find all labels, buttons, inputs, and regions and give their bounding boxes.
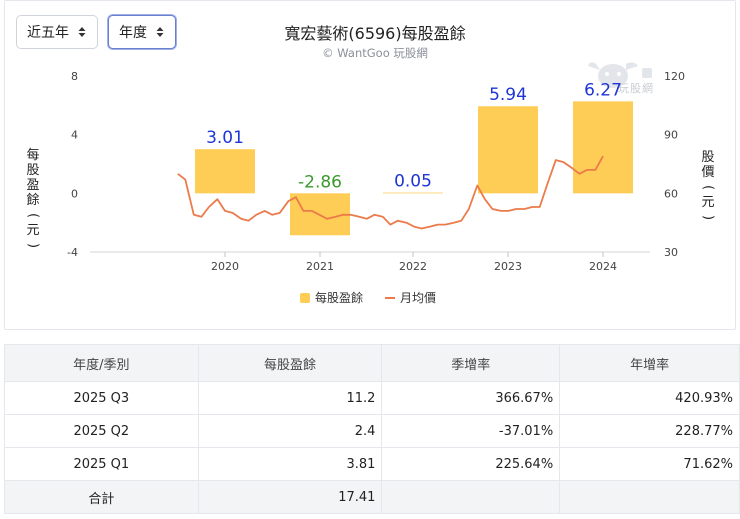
eps-bar: [573, 101, 633, 194]
unit-select-label: 年度: [119, 25, 147, 41]
header-period: 年度/季別: [4, 344, 199, 382]
cell-period: 2025 Q1: [4, 447, 199, 481]
table-row: 2025 Q3 11.2 366.67% 420.93%: [4, 381, 740, 415]
table-total-row: 合計 17.41: [4, 480, 740, 514]
cell-yoy: 420.93%: [559, 381, 740, 415]
watermark-text: 玩股網: [618, 82, 654, 95]
chart-credit: © WantGoo 玩股網: [322, 46, 428, 60]
y-tick-right: 30: [664, 246, 678, 259]
y-tick-left: -4: [67, 246, 78, 259]
monthly-price-line: [177, 155, 604, 230]
cell-eps: 2.4: [197, 414, 383, 448]
eps-chart: 3.01 -2.86 0.05 5.94 6.27 -4 0 4 8 30 60 90 120 2020…: [67, 70, 685, 273]
eps-bar: [383, 192, 443, 194]
header-eps: 每股盈餘: [197, 344, 383, 382]
cell-eps: 3.81: [197, 447, 383, 481]
data-label: -2.86: [298, 172, 342, 192]
y-tick-left: 8: [71, 70, 78, 83]
chart-legend: 每股盈餘 月均價: [300, 289, 436, 306]
chart-title: 寬宏藝術(6596)每股盈餘: [284, 24, 466, 43]
legend-label-price: 月均價: [400, 291, 437, 305]
cell-qoq: 225.64%: [381, 447, 561, 481]
y-axis-right-label: 股價(元): [700, 150, 716, 221]
x-tick-label: 2021: [306, 260, 334, 273]
cell-total-eps: 17.41: [197, 480, 383, 514]
cell-yoy: 71.62%: [559, 447, 740, 481]
cell-qoq: -37.01%: [381, 414, 561, 448]
data-label: 6.27: [584, 80, 622, 100]
y-tick-left: 4: [71, 129, 78, 142]
cell-eps: 11.2: [197, 381, 383, 415]
data-label: 3.01: [206, 128, 244, 148]
cell-yoy: 228.77%: [559, 414, 740, 448]
cell-period: 2025 Q2: [4, 414, 199, 448]
bull-logo-icon: [588, 62, 652, 88]
y-tick-right: 60: [664, 187, 678, 200]
y-tick-right: 90: [664, 129, 678, 142]
eps-bar: [195, 149, 255, 194]
x-tick-label: 2024: [589, 260, 617, 273]
legend-bar-swatch: [300, 292, 310, 303]
cell-period: 2025 Q3: [4, 381, 199, 415]
cell-total-empty: [381, 480, 561, 514]
data-label: 0.05: [394, 172, 432, 192]
header-yoy: 年增率: [559, 344, 740, 382]
y-tick-right: 120: [664, 70, 685, 83]
legend-line-swatch: [385, 296, 396, 299]
eps-bar: [478, 106, 538, 194]
cell-qoq: 366.67%: [381, 381, 561, 415]
unit-select[interactable]: 年度: [108, 15, 176, 49]
table-header-row: 年度/季別 每股盈餘 季增率 年增率: [4, 344, 740, 382]
period-select-label: 近五年: [27, 25, 69, 41]
x-tick-label: 2020: [211, 260, 239, 273]
cell-total-empty: [559, 480, 740, 514]
data-label: 5.94: [489, 85, 527, 105]
legend-label-eps: 每股盈餘: [315, 291, 364, 305]
eps-table: 年度/季別 每股盈餘 季增率 年增率 2025 Q3 11.2 366.67% …: [4, 344, 740, 514]
legend-item-eps[interactable]: 每股盈餘: [300, 289, 363, 306]
x-tick-label: 2023: [494, 260, 522, 273]
table-row: 2025 Q1 3.81 225.64% 71.62%: [4, 447, 740, 481]
sort-caret-icon: [155, 26, 165, 38]
sort-caret-icon: [77, 26, 87, 38]
y-axis-left-label: 每股盈餘(元): [25, 148, 41, 249]
cell-total-label: 合計: [4, 480, 199, 514]
period-select[interactable]: 近五年: [16, 15, 98, 49]
x-tick-label: 2022: [399, 260, 427, 273]
header-qoq: 季增率: [381, 344, 561, 382]
y-tick-left: 0: [71, 187, 78, 200]
legend-item-price[interactable]: 月均價: [385, 289, 436, 306]
table-row: 2025 Q2 2.4 -37.01% 228.77%: [4, 414, 740, 448]
